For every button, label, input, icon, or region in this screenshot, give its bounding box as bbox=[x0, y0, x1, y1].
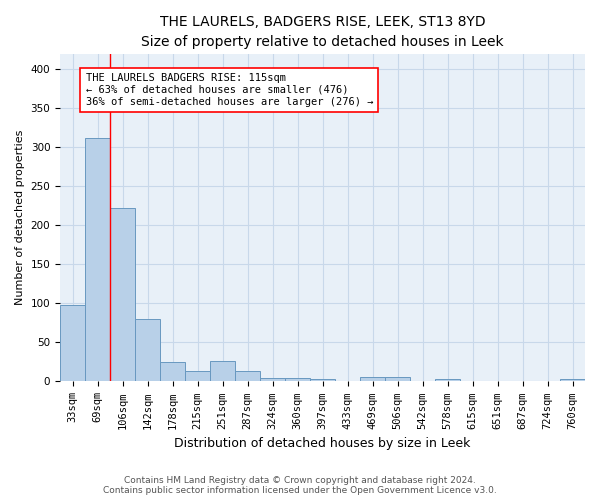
Bar bbox=[60, 305, 85, 382]
Bar bbox=[85, 138, 110, 382]
Bar bbox=[135, 319, 160, 382]
Bar bbox=[260, 378, 285, 382]
Bar bbox=[310, 379, 335, 382]
X-axis label: Distribution of detached houses by size in Leek: Distribution of detached houses by size … bbox=[175, 437, 471, 450]
Bar bbox=[235, 372, 260, 382]
Text: THE LAURELS BADGERS RISE: 115sqm
← 63% of detached houses are smaller (476)
36% : THE LAURELS BADGERS RISE: 115sqm ← 63% o… bbox=[86, 74, 373, 106]
Text: Contains HM Land Registry data © Crown copyright and database right 2024.
Contai: Contains HM Land Registry data © Crown c… bbox=[103, 476, 497, 495]
Bar bbox=[110, 208, 135, 382]
Bar bbox=[185, 372, 210, 382]
Y-axis label: Number of detached properties: Number of detached properties bbox=[15, 130, 25, 306]
Bar bbox=[385, 377, 410, 382]
Bar bbox=[210, 361, 235, 382]
Bar bbox=[560, 379, 585, 382]
Bar bbox=[360, 377, 385, 382]
Bar bbox=[435, 379, 460, 382]
Bar bbox=[285, 378, 310, 382]
Bar bbox=[160, 362, 185, 382]
Title: THE LAURELS, BADGERS RISE, LEEK, ST13 8YD
Size of property relative to detached : THE LAURELS, BADGERS RISE, LEEK, ST13 8Y… bbox=[141, 15, 504, 48]
